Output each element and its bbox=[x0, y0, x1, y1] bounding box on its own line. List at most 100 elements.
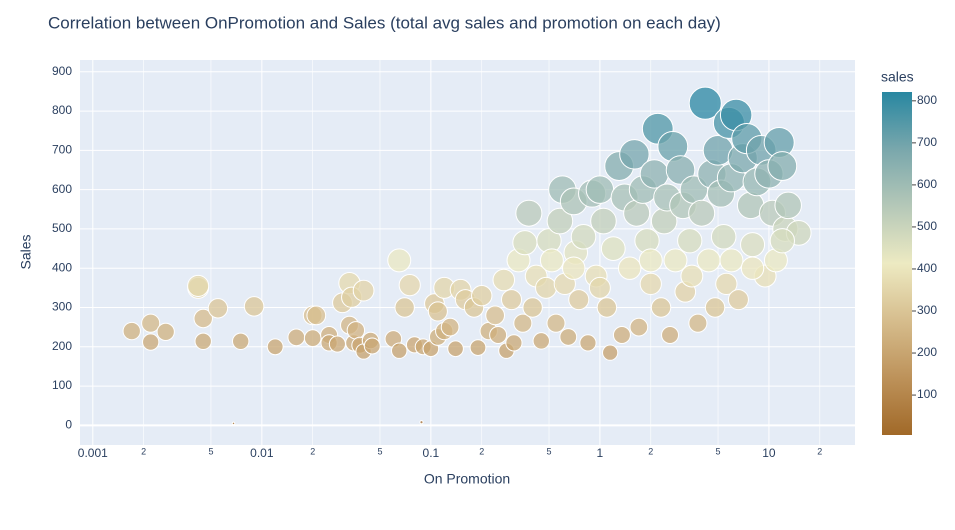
bubble bbox=[579, 334, 597, 352]
bubble bbox=[207, 298, 229, 319]
bubble bbox=[539, 248, 564, 273]
y-tick-label: 500 bbox=[52, 221, 72, 235]
y-axis-label: Sales bbox=[18, 234, 34, 269]
bubble bbox=[767, 151, 798, 181]
bubble bbox=[513, 313, 533, 333]
bubble bbox=[600, 236, 626, 261]
bubble bbox=[650, 297, 672, 318]
bubble bbox=[740, 232, 766, 258]
x-tick-label: 0.001 bbox=[78, 446, 108, 460]
bubble bbox=[639, 272, 662, 296]
bubble bbox=[612, 326, 631, 344]
colorbar-tick-label: 500 bbox=[917, 219, 937, 233]
y-tick-label: 600 bbox=[52, 182, 72, 196]
bubble bbox=[306, 305, 327, 326]
x-tick-label: 2 bbox=[310, 446, 315, 456]
bubble bbox=[187, 274, 210, 297]
bubble bbox=[663, 248, 688, 273]
bubble bbox=[719, 248, 744, 273]
x-tick-label: 5 bbox=[377, 446, 382, 456]
colorbar bbox=[882, 92, 912, 435]
x-tick-label: 2 bbox=[479, 446, 484, 456]
bubble bbox=[352, 279, 375, 302]
colorbar-tick-label: 100 bbox=[917, 387, 937, 401]
bubble bbox=[231, 421, 236, 426]
bubble bbox=[727, 289, 749, 311]
bubble bbox=[515, 199, 543, 227]
bubble bbox=[193, 308, 213, 329]
bubble bbox=[447, 340, 464, 358]
bubble bbox=[387, 248, 412, 273]
bubble bbox=[500, 289, 523, 311]
bubble bbox=[704, 297, 726, 318]
y-tick-label: 800 bbox=[52, 103, 72, 117]
bubble bbox=[394, 297, 415, 318]
bubble bbox=[638, 248, 663, 273]
bubble bbox=[287, 328, 306, 347]
x-tick-label: 10 bbox=[762, 446, 776, 460]
y-tick-label: 300 bbox=[52, 300, 72, 314]
bubble bbox=[469, 339, 487, 356]
bubble bbox=[427, 301, 448, 322]
bubble bbox=[617, 256, 642, 280]
bubble bbox=[489, 326, 508, 344]
colorbar-tick-label: 300 bbox=[917, 303, 937, 317]
colorbar-tick-label: 700 bbox=[917, 135, 937, 149]
x-tick-label: 5 bbox=[716, 446, 721, 456]
bubble bbox=[680, 264, 704, 288]
y-tick-label: 900 bbox=[52, 64, 72, 78]
bubble bbox=[596, 297, 618, 318]
colorbar-tick-label: 400 bbox=[917, 261, 937, 275]
bubble bbox=[419, 420, 424, 425]
bubble bbox=[696, 248, 721, 273]
bubble bbox=[629, 317, 649, 337]
colorbar-tick-label: 600 bbox=[917, 177, 937, 191]
bubble bbox=[156, 322, 175, 341]
x-tick-label: 2 bbox=[141, 446, 146, 456]
bubble bbox=[546, 207, 574, 235]
y-tick-label: 100 bbox=[52, 378, 72, 392]
x-axis-label: On Promotion bbox=[424, 471, 510, 487]
bubble bbox=[391, 342, 408, 359]
bubble bbox=[266, 338, 284, 356]
bubble bbox=[440, 317, 460, 337]
y-tick-label: 200 bbox=[52, 339, 72, 353]
bubble bbox=[471, 285, 493, 307]
bubble bbox=[232, 332, 250, 350]
bubble bbox=[774, 191, 802, 220]
bubble bbox=[619, 139, 650, 170]
bubble bbox=[661, 326, 680, 344]
bubble bbox=[522, 297, 543, 318]
bubble bbox=[602, 344, 619, 361]
x-tick-label: 2 bbox=[648, 446, 653, 456]
bubble bbox=[677, 228, 703, 254]
bubble bbox=[740, 256, 765, 280]
bubble bbox=[328, 335, 346, 353]
bubble bbox=[194, 332, 212, 350]
bubble bbox=[623, 199, 651, 227]
bubble bbox=[303, 329, 322, 347]
bubble bbox=[243, 296, 265, 317]
bubble bbox=[505, 334, 523, 352]
bubble bbox=[688, 86, 722, 120]
bubble bbox=[122, 321, 141, 341]
x-tick-label: 0.1 bbox=[423, 446, 440, 460]
y-tick-label: 400 bbox=[52, 260, 72, 274]
x-tick-label: 5 bbox=[547, 446, 552, 456]
x-tick-label: 0.01 bbox=[250, 446, 274, 460]
bubble bbox=[535, 276, 557, 299]
bubble bbox=[142, 333, 160, 351]
bubble bbox=[585, 175, 615, 204]
y-tick-label: 0 bbox=[65, 418, 72, 432]
x-tick-label: 5 bbox=[208, 446, 213, 456]
bubble bbox=[568, 289, 590, 311]
bubble bbox=[346, 321, 366, 340]
bubble bbox=[532, 332, 550, 350]
bubble bbox=[546, 313, 566, 333]
colorbar-tick-label: 800 bbox=[917, 93, 937, 107]
bubble bbox=[492, 268, 516, 292]
x-tick-label: 2 bbox=[817, 446, 822, 456]
bubble bbox=[590, 207, 617, 235]
bubble bbox=[588, 276, 611, 299]
